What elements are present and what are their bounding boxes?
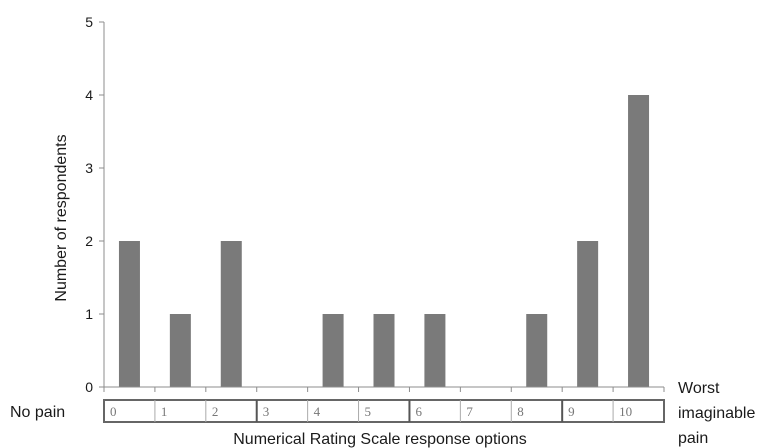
- bar-5: [373, 314, 395, 387]
- scale-label-3: 3: [263, 404, 270, 419]
- scale-label-2: 2: [212, 404, 219, 419]
- right-anchor-line-2: imaginable: [678, 405, 755, 422]
- bar-4: [322, 314, 344, 387]
- scale-frame: [103, 399, 665, 423]
- bar-0: [118, 241, 140, 387]
- y-tick-label: 1: [85, 306, 93, 322]
- scale-label-7: 7: [466, 404, 473, 419]
- y-tick-label: 0: [85, 379, 93, 395]
- right-anchor-line-3: pain: [678, 430, 708, 447]
- bar-9: [577, 241, 599, 387]
- y-tick-label: 5: [85, 14, 93, 30]
- y-tick-label: 4: [85, 87, 93, 103]
- x-axis-label: Numerical Rating Scale response options: [233, 431, 526, 448]
- y-axis-ticks: 0 1 2 3 4 5: [85, 14, 665, 395]
- left-anchor-label: No pain: [10, 404, 65, 421]
- bar-8: [526, 314, 548, 387]
- scale-label-10: 10: [619, 404, 632, 419]
- bar-1: [169, 314, 191, 387]
- y-axis-label: Number of respondents: [53, 134, 70, 301]
- y-tick-label: 3: [85, 160, 93, 176]
- rating-scale-strip: 0 1 2 3 4 5 6 7 8 9 10: [103, 399, 665, 423]
- y-tick-label: 2: [85, 233, 93, 249]
- scale-label-0: 0: [110, 404, 117, 419]
- scale-label-9: 9: [568, 404, 575, 419]
- right-anchor-line-1: Worst: [678, 380, 720, 397]
- bar-10: [628, 95, 650, 387]
- scale-label-5: 5: [365, 404, 372, 419]
- scale-label-6: 6: [415, 404, 422, 419]
- bar-6: [424, 314, 446, 387]
- bars: [118, 95, 650, 387]
- scale-label-8: 8: [517, 404, 524, 419]
- scale-label-4: 4: [314, 404, 321, 419]
- scale-label-1: 1: [161, 404, 168, 419]
- bar-2: [220, 241, 242, 387]
